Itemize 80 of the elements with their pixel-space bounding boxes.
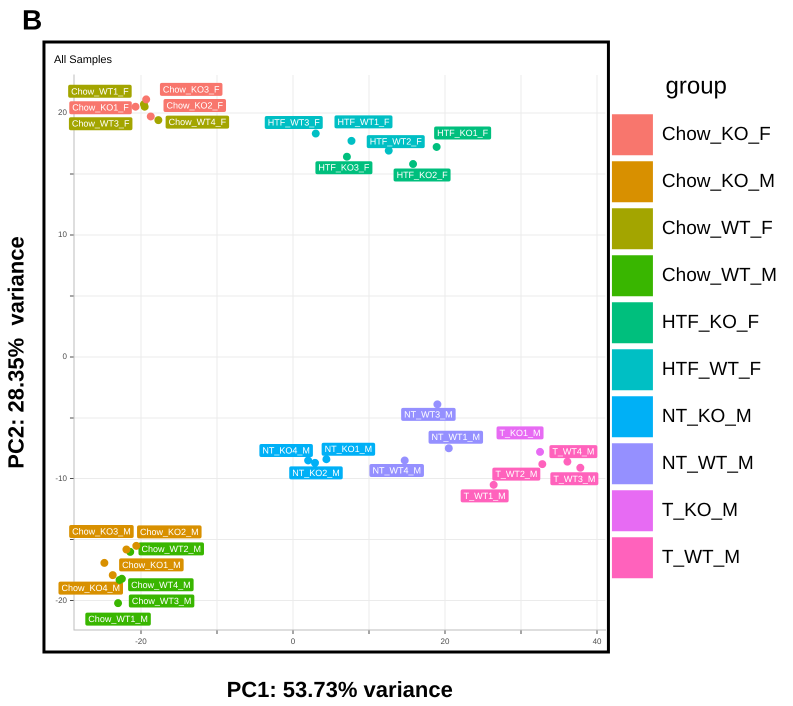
- legend-label: Chow_KO_M: [662, 171, 775, 192]
- data-label: HTF_KO2_F: [396, 170, 448, 180]
- legend-title: group: [666, 72, 727, 100]
- data-label: T_WT2_M: [495, 469, 538, 480]
- data-label: Chow_KO1_M: [122, 560, 181, 570]
- point: [400, 456, 409, 464]
- data-label: Chow_KO3_M: [72, 526, 131, 536]
- data-label: Chow_KO1_F: [72, 102, 130, 113]
- point: [444, 444, 453, 452]
- point: [433, 400, 442, 408]
- point: [563, 458, 572, 466]
- point: [304, 456, 312, 464]
- data-label: HTF_KO1_F: [437, 128, 489, 138]
- point: [490, 480, 498, 489]
- data-label: Chow_WT2_M: [141, 544, 201, 554]
- point: [322, 455, 330, 464]
- x-tick-label: 20: [440, 637, 450, 646]
- data-label: T_KO1_M: [500, 428, 541, 438]
- x-tick-label: -20: [135, 637, 148, 646]
- point: [409, 160, 418, 168]
- point: [132, 102, 140, 111]
- legend-label: HTF_KO_F: [662, 312, 760, 334]
- data-label: Chow_KO2_F: [166, 100, 224, 110]
- data-label: Chow_WT4_M: [131, 580, 191, 590]
- point: [536, 448, 544, 456]
- point: [132, 542, 140, 550]
- data-label: Chow_KO3_F: [162, 84, 220, 94]
- data-label: NT_WT3_M: [404, 409, 453, 420]
- y-tick-label: -20: [55, 596, 68, 605]
- text: B: [22, 4, 42, 36]
- x-axis-title: PC1: 53.73% variance: [226, 676, 453, 702]
- data-label: NT_KO4_M: [262, 445, 310, 456]
- legend-label: Chow_KO_F: [662, 124, 771, 146]
- point: [122, 545, 130, 554]
- data-label: Chow_WT4_F: [168, 117, 227, 128]
- point: [114, 599, 122, 608]
- legend-label: Chow_WT_M: [662, 265, 777, 286]
- data-label: NT_KO2_M: [292, 468, 340, 478]
- data-label: T_WT1_M: [464, 490, 506, 501]
- data-label: NT_KO1_M: [324, 444, 372, 454]
- legend-label: NT_KO_M: [662, 406, 752, 428]
- point: [347, 136, 356, 145]
- data-label: Chow_KO4_M: [61, 583, 120, 594]
- chart-title: All Samples: [54, 54, 113, 66]
- data-label: NT_WT4_M: [372, 465, 421, 476]
- legend-label: T_KO_M: [662, 500, 738, 522]
- data-label: HTF_KO3_F: [318, 162, 370, 173]
- legend-label: HTF_WT_F: [662, 359, 762, 380]
- point: [576, 464, 584, 472]
- data-label: Chow_WT1_F: [71, 86, 130, 96]
- data-label: Chow_WT1_M: [88, 614, 148, 624]
- data-label: Chow_WT3_F: [72, 118, 130, 129]
- data-label: T_WT3_M: [553, 474, 596, 484]
- data-label: NT_WT1_M: [432, 432, 480, 442]
- point: [146, 112, 155, 120]
- point: [310, 458, 319, 467]
- x-tick-label: 40: [592, 637, 602, 646]
- point: [342, 152, 351, 161]
- y-tick-label: 20: [58, 108, 68, 118]
- legend-label: NT_WT_M: [662, 453, 754, 474]
- legend-label: Chow_WT_F: [662, 218, 773, 240]
- point: [154, 116, 162, 124]
- point: [312, 130, 320, 138]
- data-label: Chow_WT3_M: [132, 596, 192, 606]
- data-label: HTF_WT1_F: [337, 116, 390, 127]
- x-tick-label: 0: [290, 637, 296, 646]
- point: [108, 571, 117, 580]
- point: [100, 558, 108, 567]
- data-label: HTF_WT2_F: [370, 136, 422, 147]
- point: [142, 95, 150, 104]
- data-label: T_WT4_M: [552, 446, 594, 457]
- y-tick-label: 10: [58, 230, 68, 239]
- y-tick-label: -10: [55, 474, 68, 483]
- legend-label: T_WT_M: [662, 547, 740, 568]
- y-tick-label: 0: [62, 352, 68, 361]
- y-axis-title: PC2: 28.35% variance: [3, 236, 28, 469]
- point: [538, 460, 546, 468]
- data-label: Chow_KO2_M: [140, 526, 199, 537]
- point: [432, 142, 441, 151]
- data-label: HTF_WT3_F: [268, 118, 320, 128]
